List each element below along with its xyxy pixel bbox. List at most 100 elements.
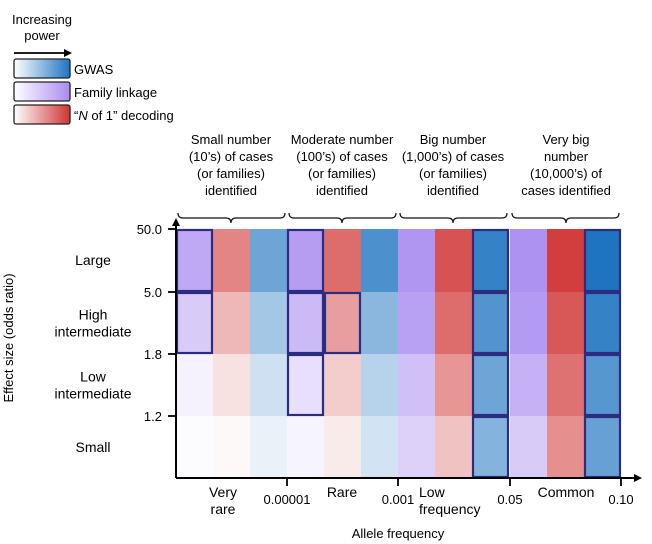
heatmap-cell-gwas	[250, 416, 287, 478]
heatmap-cell-family	[176, 292, 213, 354]
heatmap-cell-gwas	[584, 229, 621, 292]
highlight-border	[471, 353, 510, 417]
heatmap-cell-n_of_1	[324, 229, 361, 292]
heatmap-cell-family	[176, 229, 213, 292]
highlight-border	[286, 291, 325, 355]
heatmap-cell-family	[287, 416, 324, 478]
top-group-bracket-4	[511, 212, 620, 224]
legend-label-3: “N of 1” decoding	[74, 108, 174, 123]
top-group-1-line-2: (10’s) of cases	[189, 149, 274, 164]
top-group-4-line-3: (10,000’s) of	[530, 166, 602, 181]
heatmap-cell-gwas	[584, 292, 621, 354]
highlight-border	[471, 228, 510, 293]
heatmap-cell-gwas	[361, 229, 398, 292]
heatmap-cell-n_of_1	[547, 229, 584, 292]
heatmap-cell-n_of_1	[435, 292, 472, 354]
legend-label-part: “	[74, 108, 78, 123]
top-group-1-line-4: identified	[205, 183, 257, 198]
heatmap-cell-n_of_1	[213, 354, 250, 416]
heatmap-cell-family	[398, 354, 435, 416]
top-group-4-line-2: number	[544, 149, 589, 164]
top-group-2-line-3: (or families)	[308, 166, 376, 181]
x-tick-label: 0.00001	[264, 492, 311, 507]
heatmap-cell-gwas	[250, 229, 287, 292]
legend-swatch-2	[13, 81, 71, 102]
power-title-line-1: Increasing	[12, 12, 72, 27]
heatmap-cell-n_of_1	[435, 416, 472, 478]
heatmap-cell-family	[510, 229, 547, 292]
top-group-3-line-3: (or families)	[419, 166, 487, 181]
heatmap-cell-family	[287, 354, 324, 416]
x-tick-label: 0.05	[497, 492, 522, 507]
x-category-4-line-1: Common	[538, 484, 595, 500]
power-title-line-2: power	[24, 28, 60, 43]
y-ticks: 50.0 5.0 1.8 1.2	[137, 222, 176, 424]
highlight-border	[583, 228, 622, 293]
y-tick-label: 1.2	[144, 409, 162, 424]
y-tick-label: 50.0	[137, 222, 162, 237]
top-group-bracket-1	[177, 212, 286, 224]
x-category-1-line-1: Very	[209, 484, 237, 500]
axes	[172, 218, 642, 482]
highlight-borders	[175, 228, 622, 479]
heatmap-cell-family	[287, 229, 324, 292]
highlight-border	[471, 291, 510, 355]
heatmap-cell-gwas	[250, 354, 287, 416]
heatmap-cell-gwas	[472, 229, 509, 292]
heatmap-cell-family	[510, 292, 547, 354]
heatmap-cell-gwas	[472, 354, 509, 416]
top-group-bracket-2	[288, 212, 397, 224]
top-group-3-line-2: (1,000’s) of cases	[402, 149, 505, 164]
y-axis-title: Effect size (odds ratio)	[1, 273, 16, 402]
x-category-3-line-1: Low	[419, 484, 446, 500]
y-category-1-line-1: Large	[75, 252, 111, 268]
top-group-3-line-4: identified	[427, 183, 479, 198]
top-group-1-line-3: (or families)	[197, 166, 265, 181]
heatmap-cell-gwas	[472, 416, 509, 478]
heatmap-cell-gwas	[584, 354, 621, 416]
heatmap-cell-family	[398, 292, 435, 354]
heatmap-cell-family	[287, 292, 324, 354]
legend-label-1: GWAS	[74, 62, 114, 77]
y-category-2-line-1: High	[79, 307, 108, 323]
top-group-labels: Small number (10’s) of cases (or families)…	[177, 132, 620, 224]
legend: Increasing power GWAS Family linkage “N of…	[12, 12, 174, 125]
heatmap-cell-n_of_1	[547, 354, 584, 416]
y-category-3-line-2: intermediate	[54, 386, 131, 402]
heatmap-cells	[176, 229, 621, 478]
heatmap-cell-n_of_1	[324, 292, 361, 354]
top-group-2-line-2: (100’s) of cases	[296, 149, 388, 164]
x-tick-label: 0.10	[608, 492, 633, 507]
heatmap-cell-n_of_1	[213, 416, 250, 478]
top-group-4-line-4: cases identified	[521, 183, 611, 198]
heatmap-cell-gwas	[361, 416, 398, 478]
top-group-4-line-1: Very big	[543, 132, 590, 147]
heatmap-cell-family	[176, 416, 213, 478]
highlight-border	[583, 353, 622, 417]
x-category-1-line-2: rare	[211, 501, 236, 517]
x-category-2-line-1: Rare	[327, 484, 358, 500]
heatmap-cell-gwas	[472, 292, 509, 354]
heatmap-cell-n_of_1	[213, 229, 250, 292]
heatmap-cell-n_of_1	[213, 292, 250, 354]
heatmap-cell-gwas	[361, 354, 398, 416]
heatmap-cell-gwas	[250, 292, 287, 354]
heatmap-cell-n_of_1	[547, 292, 584, 354]
heatmap-cell-family	[510, 416, 547, 478]
y-tick-label: 5.0	[144, 285, 162, 300]
x-axis-title: Allele frequency	[352, 526, 445, 541]
legend-swatch-1	[13, 58, 71, 79]
highlight-border	[323, 291, 362, 355]
legend-label-2: Family linkage	[74, 85, 157, 100]
heatmap-cell-n_of_1	[435, 229, 472, 292]
y-tick-label: 1.8	[144, 347, 162, 362]
heatmap-cell-gwas	[584, 416, 621, 478]
x-ticks: 0.00001 0.001 0.05 0.10	[264, 478, 634, 507]
x-tick-label: 0.001	[382, 492, 415, 507]
top-group-2-line-4: identified	[316, 183, 368, 198]
heatmap-cell-family	[398, 229, 435, 292]
heatmap-cell-family	[510, 354, 547, 416]
x-category-3-line-2: frequency	[419, 501, 480, 517]
top-group-1-line-1: Small number	[191, 132, 272, 147]
